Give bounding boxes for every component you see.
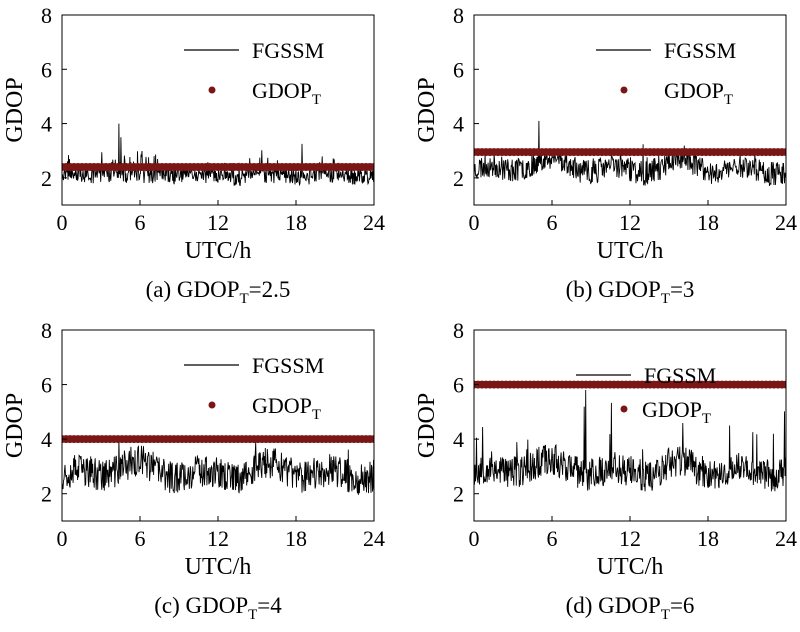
y-tick-label: 4 <box>453 427 464 452</box>
legend-label-gdopt: GDOPT <box>664 78 733 108</box>
y-tick-label: 6 <box>41 57 52 82</box>
y-tick-label: 2 <box>453 482 464 507</box>
x-tick-label: 18 <box>697 526 719 551</box>
axes-frame <box>61 329 375 522</box>
caption-prefix: (b) GDOP <box>566 277 661 302</box>
x-tick-label: 18 <box>697 210 719 235</box>
x-axis-label: UTC/h <box>185 238 252 264</box>
x-axis-label: UTC/h <box>597 554 664 580</box>
x-tick-label: 12 <box>207 526 229 551</box>
x-tick-label: 24 <box>775 210 797 235</box>
y-tick-label: 8 <box>453 3 464 28</box>
legend-label-fgssm: FGSSM <box>664 38 736 63</box>
y-tick-label: 4 <box>41 427 52 452</box>
fgssm-series-line <box>474 120 786 186</box>
gdop-t-dot <box>782 148 786 157</box>
y-axis-label: GDOP <box>414 393 440 458</box>
x-tick-label: 12 <box>619 210 641 235</box>
gdop-t-series <box>62 435 374 444</box>
legend-label-sub: T <box>312 92 321 108</box>
caption-suffix: =6 <box>670 593 694 618</box>
legend-label-gdopt: GDOPT <box>252 78 321 108</box>
x-tick-label: 6 <box>547 210 558 235</box>
x-tick-label: 24 <box>363 526 385 551</box>
legend-label-gdopt: GDOPT <box>252 393 321 423</box>
caption-sub: T <box>661 607 670 623</box>
panel-caption: (b) GDOPT=3 <box>566 277 695 307</box>
caption-sub: T <box>248 607 257 623</box>
legend-label-fgssm: FGSSM <box>252 353 324 378</box>
y-tick-label: 8 <box>41 3 52 28</box>
x-tick-label: 0 <box>57 210 68 235</box>
x-tick-label: 12 <box>619 526 641 551</box>
gdop-t-dot <box>370 435 374 444</box>
y-tick-label: 8 <box>453 318 464 343</box>
panel-caption: (d) GDOPT=6 <box>566 593 695 623</box>
caption-suffix: =2.5 <box>249 277 291 302</box>
fgssm-series-line <box>62 439 374 495</box>
panel-caption: (c) GDOPT=4 <box>154 593 282 623</box>
fgssm-series-line <box>474 389 786 492</box>
x-tick-label: 6 <box>135 526 146 551</box>
y-axis-label: GDOP <box>2 77 28 142</box>
y-tick-label: 8 <box>41 318 52 343</box>
y-axis-label: GDOP <box>2 393 28 458</box>
legend-dot-swatch <box>620 405 628 413</box>
legend-label-sub: T <box>702 411 711 427</box>
gdop-t-series <box>62 163 374 171</box>
legend-label-fgssm: FGSSM <box>252 38 324 63</box>
x-tick-label: 0 <box>469 526 480 551</box>
y-tick-label: 4 <box>41 112 52 137</box>
caption-prefix: (d) GDOP <box>566 593 661 618</box>
legend-label-fgssm: FGSSM <box>644 363 716 388</box>
gdop-t-series <box>474 148 786 157</box>
panel-caption: (a) GDOPT=2.5 <box>146 277 291 307</box>
caption-prefix: (a) GDOP <box>146 277 240 302</box>
x-tick-label: 24 <box>363 210 385 235</box>
x-tick-label: 12 <box>207 210 229 235</box>
gdop-t-dot <box>782 380 786 389</box>
legend-label-sub: T <box>312 407 321 423</box>
y-tick-label: 2 <box>41 166 52 191</box>
legend-dot-swatch <box>620 86 628 94</box>
y-tick-label: 4 <box>453 112 464 137</box>
x-tick-label: 0 <box>57 526 68 551</box>
caption-prefix: (c) GDOP <box>154 593 248 618</box>
caption-suffix: =3 <box>670 277 694 302</box>
legend-dot-swatch <box>208 86 216 94</box>
x-tick-label: 18 <box>285 526 307 551</box>
caption-sub: T <box>661 291 670 307</box>
x-axis-label: UTC/h <box>597 238 664 264</box>
gdop-t-dot <box>370 163 374 171</box>
axes-frame <box>473 329 787 522</box>
caption-sub: T <box>240 291 249 307</box>
gdop-t-series <box>474 380 786 389</box>
x-tick-label: 0 <box>469 210 480 235</box>
y-tick-label: 2 <box>41 482 52 507</box>
fgssm-series-line <box>62 123 374 187</box>
y-tick-label: 6 <box>453 373 464 398</box>
legend-dot-swatch <box>208 401 216 409</box>
legend-label-gdopt: GDOPT <box>642 397 711 427</box>
x-axis-label: UTC/h <box>185 554 252 580</box>
caption-suffix: =4 <box>257 593 282 618</box>
y-tick-label: 6 <box>453 57 464 82</box>
y-axis-label: GDOP <box>414 77 440 142</box>
x-tick-label: 6 <box>135 210 146 235</box>
legend-label-sub: T <box>724 92 733 108</box>
y-tick-label: 2 <box>453 166 464 191</box>
x-tick-label: 24 <box>775 526 797 551</box>
x-tick-label: 18 <box>285 210 307 235</box>
y-tick-label: 6 <box>41 373 52 398</box>
x-tick-label: 6 <box>547 526 558 551</box>
